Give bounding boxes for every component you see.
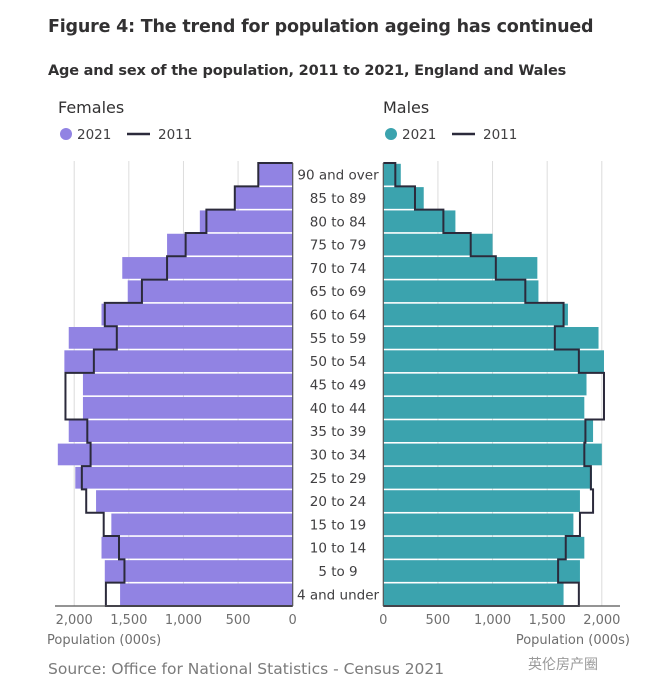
males-bar-2021 (383, 303, 568, 326)
age-group-label: 20 to 24 (310, 494, 367, 510)
females-bar-2021 (199, 210, 293, 233)
age-group-label: 30 to 34 (310, 447, 367, 463)
males-bar-2021 (383, 396, 585, 419)
males-bar-2021 (383, 187, 424, 209)
males-bar-2021 (383, 233, 493, 256)
age-group-label: 65 to 69 (310, 284, 367, 300)
age-group-label: 80 to 84 (310, 214, 367, 230)
females-bar-2021 (82, 396, 293, 419)
males-panel-title: Males (383, 98, 429, 117)
age-group-labels: 90 and over 85 to 89 80 to 84 75 to 79 70 to… (297, 168, 380, 604)
males-bar-2021 (383, 373, 587, 396)
males-bar-2021 (383, 327, 599, 349)
males-bar-2021 (383, 490, 580, 512)
males-tick-label: 1,000 (474, 613, 511, 628)
age-group-label: 25 to 29 (310, 471, 367, 487)
females-bar-2021 (75, 466, 293, 489)
females-bar-2021 (57, 443, 293, 466)
age-group-label: 90 and over (297, 168, 379, 184)
source-note: Source: Office for National Statistics -… (48, 660, 445, 678)
males-bar-2021 (383, 583, 564, 606)
females-bar-2021 (234, 187, 293, 209)
females-panel-title: Females (58, 98, 124, 117)
age-group-label: 55 to 59 (310, 331, 367, 347)
legend-swatch-females-2021 (60, 128, 72, 140)
males-x-axis-title: Population (000s) (516, 633, 630, 648)
females-bar-2021 (167, 233, 293, 256)
females-bar-2021 (258, 163, 293, 186)
males-tick-label: 2,000 (583, 613, 620, 628)
legend-label-males-2021: 2021 (402, 127, 436, 143)
males-line-2011 (383, 162, 605, 607)
males-bar-2021 (383, 257, 538, 279)
males-bar-2021 (383, 210, 456, 233)
females-line-2011 (64, 162, 293, 607)
females-legend: 2021 2011 (60, 127, 192, 143)
males-bar-2021 (383, 420, 594, 442)
age-group-label: 40 to 44 (310, 401, 367, 417)
males-bar-2021 (383, 466, 592, 489)
males-bar-2021 (383, 560, 580, 582)
males-bar-2021 (383, 163, 401, 186)
legend-swatch-males-2021 (385, 128, 397, 140)
females-bar-2021 (64, 350, 293, 373)
females-tick-label: 1,500 (110, 613, 147, 628)
age-group-label: 50 to 54 (310, 354, 367, 370)
age-group-label: 75 to 79 (310, 238, 367, 254)
age-group-label: 5 to 9 (318, 564, 357, 580)
females-tick-label: 0 (289, 613, 297, 628)
legend-label-males-2011: 2011 (483, 127, 517, 143)
females-bar-2021 (82, 373, 293, 396)
axis-ticks: 2,000 1,500 1,000 500 0 0 500 1,000 1,500 2,000 (56, 613, 621, 628)
watermark: 英伦房产圈 (528, 657, 598, 673)
females-bar-2021 (111, 513, 293, 536)
females-bar-2021 (104, 560, 293, 582)
lines-2011 (55, 162, 620, 607)
females-bar-2021 (68, 327, 293, 349)
females-x-axis-title: Population (000s) (47, 633, 161, 648)
age-group-label: 60 to 64 (310, 308, 367, 324)
legend-label-females-2011: 2011 (158, 127, 192, 143)
females-bar-2021 (68, 420, 293, 442)
males-bar-2021 (383, 350, 604, 373)
males-tick-label: 1,500 (529, 613, 566, 628)
males-tick-label: 0 (379, 613, 387, 628)
legend-label-females-2021: 2021 (77, 127, 111, 143)
females-bar-2021 (120, 583, 293, 606)
females-bar-2021 (122, 257, 293, 279)
females-tick-label: 2,000 (56, 613, 93, 628)
females-tick-label: 500 (226, 613, 251, 628)
males-tick-label: 500 (426, 613, 451, 628)
females-bar-2021 (127, 280, 293, 303)
age-group-label: 35 to 39 (310, 424, 367, 440)
age-group-label: 85 to 89 (310, 191, 367, 207)
age-group-label: 4 and under (297, 587, 380, 603)
males-bar-2021 (383, 443, 602, 466)
males-bar-2021 (383, 536, 585, 559)
females-tick-label: 1,000 (165, 613, 202, 628)
males-bar-2021 (383, 280, 539, 303)
chart-subtitle: Age and sex of the population, 2011 to 2… (48, 63, 567, 79)
males-legend: 2021 2011 (385, 127, 517, 143)
bars (57, 163, 604, 606)
figure-title: Figure 4: The trend for population agein… (48, 17, 594, 37)
age-group-label: 70 to 74 (310, 261, 367, 277)
females-bar-2021 (96, 490, 293, 512)
age-group-label: 45 to 49 (310, 378, 367, 394)
age-group-label: 15 to 19 (310, 517, 367, 533)
females-bar-2021 (101, 303, 293, 326)
females-bar-2021 (101, 536, 293, 559)
males-bar-2021 (383, 513, 574, 536)
age-group-label: 10 to 14 (310, 541, 367, 557)
